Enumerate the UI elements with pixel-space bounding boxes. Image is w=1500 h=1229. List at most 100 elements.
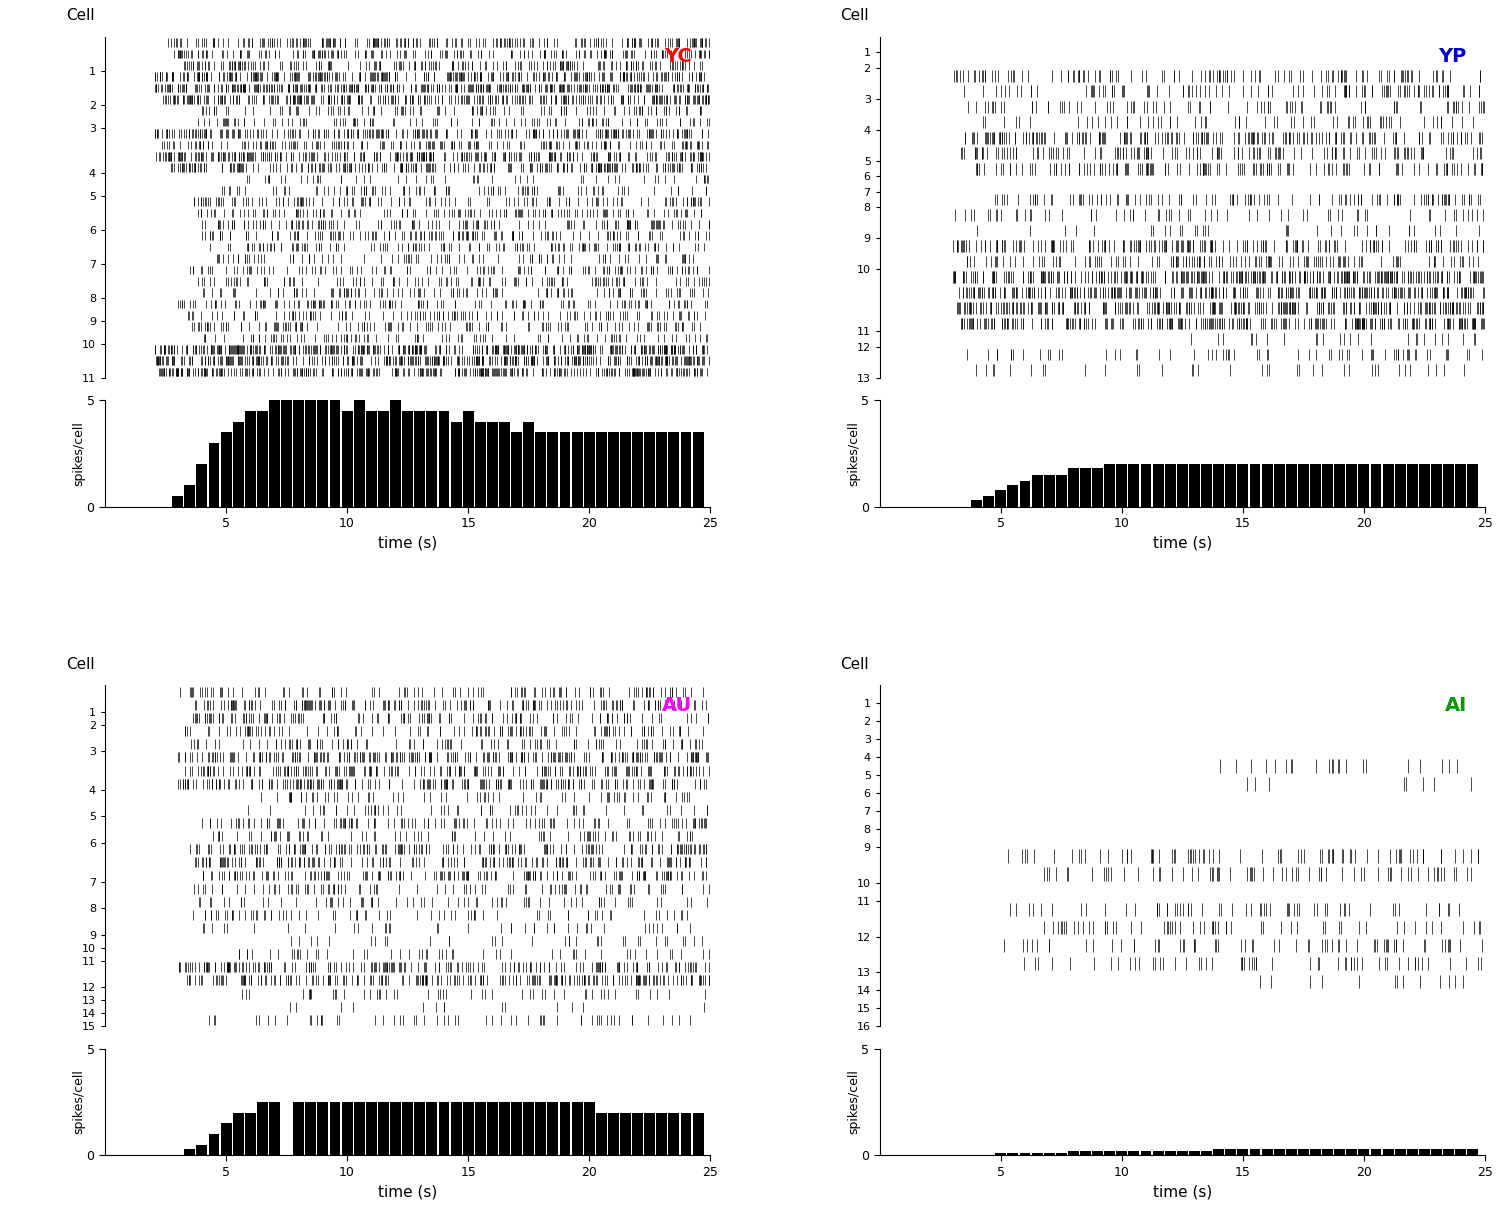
- Bar: [1116, 465, 1128, 506]
- Bar: [1080, 468, 1090, 506]
- Bar: [1080, 1152, 1090, 1155]
- Bar: [209, 1134, 219, 1155]
- Bar: [330, 401, 340, 506]
- Bar: [1190, 465, 1200, 506]
- Bar: [172, 497, 183, 506]
- Bar: [1166, 1152, 1176, 1155]
- Bar: [220, 1123, 231, 1155]
- Bar: [1419, 465, 1430, 506]
- Bar: [1092, 468, 1102, 506]
- Bar: [608, 433, 619, 506]
- Bar: [1140, 465, 1152, 506]
- Bar: [1116, 1152, 1128, 1155]
- X-axis label: time (s): time (s): [1152, 536, 1212, 551]
- Bar: [232, 1112, 243, 1155]
- Y-axis label: spikes/cell: spikes/cell: [847, 1069, 859, 1134]
- Bar: [1178, 465, 1188, 506]
- Y-axis label: spikes/cell: spikes/cell: [847, 422, 859, 485]
- Bar: [1238, 465, 1248, 506]
- Bar: [196, 465, 207, 506]
- Bar: [1335, 465, 1346, 506]
- Bar: [318, 1102, 328, 1155]
- Bar: [1347, 1149, 1358, 1155]
- Bar: [632, 433, 644, 506]
- Bar: [268, 1102, 280, 1155]
- Bar: [1020, 1153, 1031, 1155]
- Bar: [414, 410, 424, 506]
- Bar: [476, 1102, 486, 1155]
- Bar: [970, 500, 982, 506]
- Bar: [476, 422, 486, 506]
- Bar: [488, 1102, 498, 1155]
- Bar: [669, 433, 680, 506]
- Bar: [1044, 474, 1054, 506]
- Bar: [536, 433, 546, 506]
- Bar: [1202, 465, 1212, 506]
- Bar: [1407, 465, 1418, 506]
- Bar: [1104, 465, 1114, 506]
- Bar: [209, 442, 219, 506]
- Bar: [330, 1102, 340, 1155]
- Bar: [426, 1102, 438, 1155]
- Bar: [500, 422, 510, 506]
- Bar: [560, 433, 570, 506]
- X-axis label: time (s): time (s): [1152, 1185, 1212, 1200]
- Bar: [657, 433, 668, 506]
- Bar: [1068, 468, 1078, 506]
- Bar: [1214, 1149, 1224, 1155]
- Bar: [1274, 465, 1284, 506]
- Bar: [280, 401, 292, 506]
- Bar: [390, 1102, 400, 1155]
- Bar: [1419, 1149, 1430, 1155]
- Text: Cell: Cell: [840, 656, 868, 672]
- Bar: [524, 1102, 534, 1155]
- Bar: [354, 401, 364, 506]
- Bar: [657, 1112, 668, 1155]
- Bar: [426, 410, 438, 506]
- Bar: [354, 1102, 364, 1155]
- Bar: [292, 1102, 304, 1155]
- Bar: [1214, 465, 1224, 506]
- Bar: [1250, 1149, 1260, 1155]
- Bar: [1068, 1152, 1078, 1155]
- Bar: [1092, 1152, 1102, 1155]
- Bar: [378, 410, 388, 506]
- Bar: [1359, 1149, 1370, 1155]
- Text: YC: YC: [664, 47, 692, 66]
- Bar: [1238, 1149, 1248, 1155]
- Bar: [1152, 1152, 1164, 1155]
- Bar: [608, 1112, 619, 1155]
- Bar: [1250, 465, 1260, 506]
- Bar: [450, 422, 462, 506]
- Text: Cell: Cell: [840, 9, 868, 23]
- Bar: [572, 1102, 582, 1155]
- Bar: [1431, 465, 1442, 506]
- Bar: [488, 422, 498, 506]
- Bar: [184, 485, 195, 506]
- Bar: [1359, 465, 1370, 506]
- Bar: [402, 1102, 412, 1155]
- Bar: [1008, 1153, 1019, 1155]
- Bar: [450, 1102, 462, 1155]
- Bar: [232, 422, 243, 506]
- Bar: [378, 1102, 388, 1155]
- Y-axis label: spikes/cell: spikes/cell: [72, 422, 86, 485]
- Bar: [1056, 474, 1066, 506]
- Bar: [1467, 465, 1479, 506]
- Bar: [306, 401, 316, 506]
- Bar: [645, 433, 656, 506]
- Bar: [1395, 465, 1406, 506]
- Bar: [1044, 1153, 1054, 1155]
- Text: Cell: Cell: [66, 9, 94, 23]
- Bar: [596, 1112, 608, 1155]
- Bar: [414, 1102, 424, 1155]
- Text: Cell: Cell: [66, 656, 94, 672]
- Bar: [1226, 465, 1236, 506]
- Bar: [1383, 465, 1394, 506]
- Bar: [342, 410, 352, 506]
- Bar: [1152, 465, 1164, 506]
- Bar: [438, 410, 450, 506]
- Bar: [996, 489, 1006, 506]
- Bar: [1032, 474, 1042, 506]
- Bar: [196, 1144, 207, 1155]
